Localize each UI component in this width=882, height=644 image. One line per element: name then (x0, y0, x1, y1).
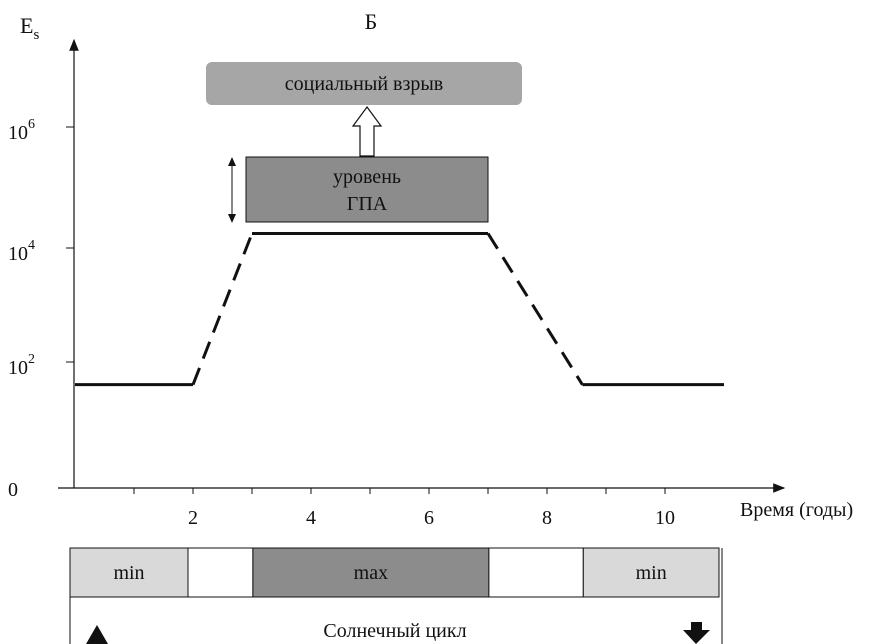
x-tick-label: 2 (188, 507, 198, 529)
solar-phase-cell (187, 547, 254, 598)
y-tick-base: 0 (8, 479, 18, 501)
up-arrow-icon (86, 625, 108, 644)
y-tick-label: 106 (8, 117, 35, 144)
y-tick-exp: 6 (28, 117, 35, 132)
social-explosion-label: социальный взрыв (285, 73, 444, 95)
series-segment-dashed (191, 232, 254, 386)
x-tick-label: 6 (424, 507, 434, 529)
double-arrow-bottom-head (228, 214, 236, 223)
gpa-level-box (245, 156, 489, 223)
gpa-level-label-line2: ГПА (347, 193, 388, 215)
down-arrow-icon (683, 630, 710, 644)
solar-cycle-band: min max min (69, 547, 720, 598)
double-arrow-top-head (228, 157, 236, 166)
y-tick-base: 10 (8, 243, 28, 265)
y-axis-label-main: E (20, 13, 33, 38)
solar-phase-label: min (636, 562, 667, 584)
solar-cycle-label: Солнечный цикл (323, 620, 466, 642)
y-tick-label: 102 (8, 352, 35, 379)
y-tick-base: 10 (8, 122, 28, 144)
x-tick-label: 10 (655, 507, 675, 529)
series-segment-dashed (486, 232, 584, 386)
up-arrow-shaft (92, 640, 102, 644)
y-ticks: 0 102 104 106 (8, 117, 74, 501)
y-tick-label: 104 (8, 238, 35, 265)
x-tick-label: 8 (542, 507, 552, 529)
y-tick-exp: 2 (28, 352, 35, 367)
solar-phase-cell (252, 547, 490, 598)
x-tick-label: 4 (306, 507, 316, 529)
y-axis-label-sub: s (33, 27, 39, 43)
solar-phase-cell (488, 547, 584, 598)
x-axis-label: Время (годы) (740, 499, 853, 521)
solar-phase-label: min (113, 562, 144, 584)
series-line (75, 231, 724, 387)
chart-title: Б (365, 9, 378, 34)
y-axis-label: Es (20, 13, 39, 43)
solar-phase-cell (582, 547, 720, 598)
y-tick-base: 10 (8, 357, 28, 379)
y-tick-label: 0 (8, 479, 18, 501)
social-explosion-annotation: социальный взрыв (206, 62, 522, 157)
y-tick-exp: 4 (28, 238, 35, 253)
hollow-up-arrow-icon (351, 105, 383, 157)
x-ticks: 2 4 6 8 10 (133, 488, 675, 529)
gpa-level-label-line1: уровень (333, 166, 401, 188)
solar-phase-label: max (354, 562, 388, 584)
down-arrow-shaft (691, 622, 702, 632)
solar-phase-cell (69, 547, 189, 598)
social-explosion-box (206, 62, 522, 105)
gpa-level-annotation: уровень ГПА (228, 156, 489, 223)
